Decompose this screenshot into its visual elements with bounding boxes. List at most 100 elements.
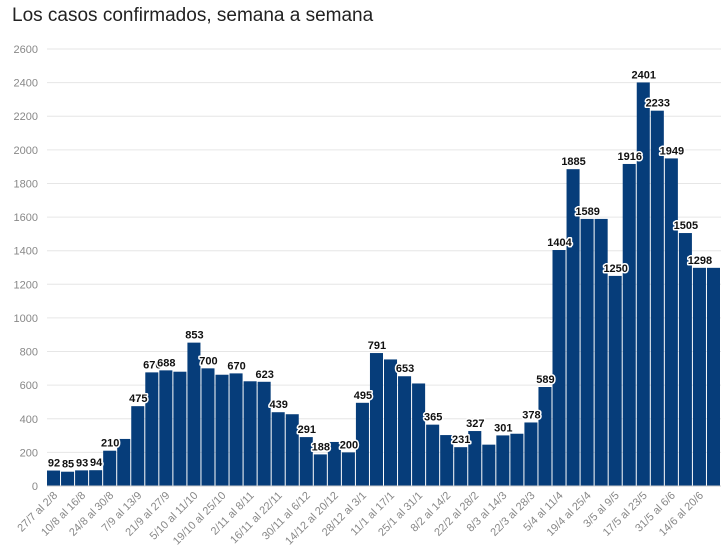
bar: [440, 435, 454, 486]
data-label: 94: [90, 457, 103, 469]
y-tick-label: 0: [32, 481, 38, 493]
data-label: 1949: [660, 145, 684, 157]
bars: [47, 82, 720, 487]
y-tick-label: 400: [20, 414, 38, 426]
bar: [496, 435, 510, 486]
data-label: 1250: [603, 263, 627, 275]
data-label: 439: [270, 399, 288, 411]
bar: [524, 422, 538, 486]
data-label: 301: [494, 422, 512, 434]
bar: [285, 414, 299, 486]
data-label: 589: [536, 374, 554, 386]
bar: [117, 438, 131, 486]
bar: [608, 275, 622, 486]
data-label: 93: [76, 457, 88, 469]
bar: [566, 169, 580, 487]
bar: [47, 470, 61, 486]
y-tick-label: 1600: [14, 212, 38, 224]
y-tick-label: 2400: [14, 78, 38, 90]
data-label: 85: [62, 459, 74, 471]
bar: [468, 431, 482, 486]
y-tick-label: 800: [20, 347, 38, 359]
data-label: 623: [255, 369, 273, 381]
data-label: 1589: [575, 206, 599, 218]
data-label: 378: [522, 409, 540, 421]
y-tick-label: 600: [20, 380, 38, 392]
data-label: 291: [298, 424, 316, 436]
y-tick-label: 200: [20, 447, 38, 459]
bar: [299, 437, 313, 486]
bar: [454, 447, 468, 486]
data-label: 231: [452, 434, 470, 446]
data-label: 327: [466, 418, 484, 430]
data-label: 200: [340, 439, 358, 451]
data-label: 210: [101, 438, 119, 450]
bar: [341, 452, 355, 486]
bar: [636, 82, 650, 486]
y-tick-label: 1400: [14, 246, 38, 258]
bar: [313, 454, 327, 486]
data-label: 92: [48, 458, 60, 470]
data-label: 791: [368, 340, 386, 352]
data-label: 1298: [688, 255, 712, 267]
y-tick-label: 2600: [14, 44, 38, 56]
data-label: 676: [143, 359, 161, 371]
data-label: 2233: [646, 98, 670, 110]
bar: [327, 441, 341, 486]
x-axis-tick-labels: 27/7 al 2/810/8 al 16/824/8 al 30/87/9 a…: [15, 490, 706, 548]
bar: [229, 373, 243, 486]
data-label: 1885: [561, 156, 585, 168]
bar: [594, 218, 608, 486]
bar: [384, 359, 398, 486]
data-label: 2401: [632, 69, 656, 81]
bar: [131, 406, 145, 486]
bar: [426, 424, 440, 486]
bar: [257, 381, 271, 486]
data-label: 475: [129, 393, 147, 405]
bar: [650, 110, 664, 486]
data-label: 688: [157, 357, 175, 369]
data-label: 188: [312, 441, 330, 453]
bar: [103, 450, 117, 486]
data-label: 853: [185, 330, 203, 342]
bar: [145, 372, 159, 486]
bar: [412, 383, 426, 486]
y-axis-tick-labels: 0 200 400 600 800 1000 1200 1400 1600 1800 2000 220…: [14, 44, 38, 493]
bar: [369, 353, 383, 486]
bar: [510, 433, 524, 486]
bar: [187, 342, 201, 486]
bar: [664, 158, 678, 486]
y-tick-label: 2000: [14, 145, 38, 157]
data-label: 653: [396, 363, 414, 375]
bar: [215, 374, 229, 486]
y-tick-label: 1800: [14, 178, 38, 190]
chart-title: Los casos confirmados, semana a semana: [12, 5, 374, 26]
y-tick-label: 2200: [14, 111, 38, 123]
bar: [355, 402, 369, 486]
bar: [538, 387, 552, 486]
bar: [622, 163, 636, 487]
data-label: 1916: [617, 151, 641, 163]
data-label: 1404: [547, 237, 572, 249]
bar: [678, 233, 692, 486]
data-label: 700: [199, 355, 217, 367]
bar: [398, 376, 412, 486]
bar: [482, 444, 496, 486]
data-label: 365: [424, 412, 442, 424]
y-tick-label: 1200: [14, 279, 38, 291]
bar: [75, 470, 89, 486]
bar: [201, 368, 215, 486]
bar: [61, 471, 75, 486]
bar: [692, 267, 706, 486]
bar: [552, 250, 566, 486]
bar: [159, 370, 173, 486]
bar: [580, 218, 594, 486]
bar: [271, 412, 285, 486]
data-label: 1505: [674, 220, 698, 232]
bar: [173, 371, 187, 486]
y-tick-label: 1000: [14, 313, 38, 325]
data-label: 495: [354, 390, 372, 402]
data-label: 670: [227, 360, 245, 372]
